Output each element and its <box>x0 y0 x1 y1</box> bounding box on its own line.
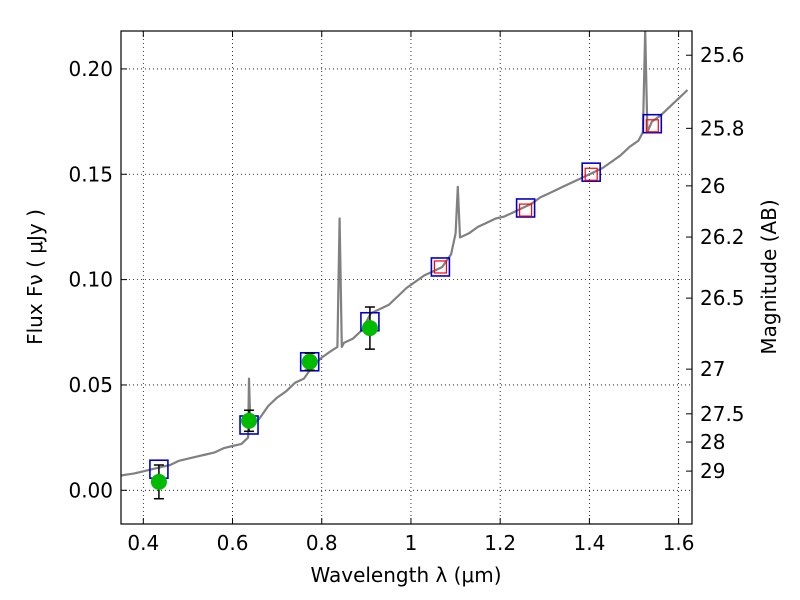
model-square <box>515 198 536 218</box>
y2-tick-label: 27.5 <box>700 402 745 426</box>
x-tick-label: 0.8 <box>306 531 338 555</box>
x-tick-label: 1.4 <box>573 531 605 555</box>
y2-tick-label: 29 <box>700 459 725 483</box>
x-axis-title: Wavelength λ (μm) <box>310 563 501 587</box>
y2-tick-label: 26.2 <box>700 225 745 249</box>
fit-square <box>519 203 533 217</box>
y2-tick-label: 25.8 <box>700 116 745 140</box>
model-square <box>642 113 663 134</box>
marker-layer <box>149 113 663 500</box>
x-tick-label: 1.6 <box>663 531 695 555</box>
y2-tick-label: 26 <box>700 174 725 198</box>
spectrum-line <box>121 31 689 477</box>
y-tick-label: 0.20 <box>68 57 113 81</box>
fit-square <box>433 260 448 274</box>
spectrum-layer <box>121 31 689 477</box>
model-square <box>581 162 601 182</box>
y-tick-label: 0.10 <box>68 268 113 292</box>
observed-point <box>150 473 167 490</box>
y-axis-title: Flux Fν ( μJy ) <box>23 209 47 345</box>
plot-frame <box>120 30 693 525</box>
tick-layer: 0.4 0.6 0.8 1 1.2 1.4 1.6 0.00 0.05 0.10 0.15 0.20 2… <box>68 31 745 555</box>
x-tick-label: 1.2 <box>484 531 516 555</box>
y2-tick-label: 26.5 <box>700 286 745 310</box>
observed-point <box>241 412 258 429</box>
fit-square <box>584 167 598 181</box>
x-tick-label: 1 <box>405 531 418 555</box>
grid-lines <box>121 31 692 524</box>
y2-tick-label: 27 <box>700 357 725 381</box>
x-tick-label: 0.4 <box>127 531 159 555</box>
y2-tick-label: 28 <box>700 430 725 454</box>
y-tick-label: 0.05 <box>68 373 113 397</box>
observed-point <box>301 353 318 370</box>
observed-point <box>361 320 378 337</box>
y-tick-label: 0.00 <box>68 478 113 502</box>
y2-axis-title: Magnitude (AB) <box>757 199 781 354</box>
x-tick-label: 0.6 <box>217 531 249 555</box>
y2-tick-label: 25.6 <box>700 43 745 67</box>
fit-square <box>645 119 659 133</box>
model-square <box>430 257 451 277</box>
y-tick-label: 0.15 <box>68 162 113 186</box>
